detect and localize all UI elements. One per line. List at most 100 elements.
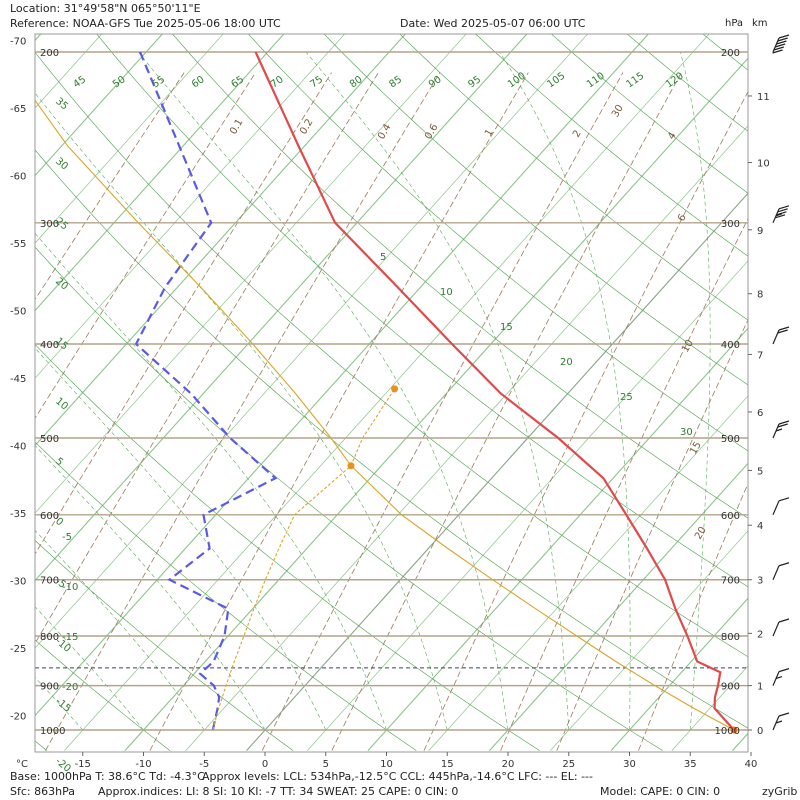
km-tick-label: 4 <box>757 521 763 532</box>
dry-adiabat-line <box>323 34 748 386</box>
isotherm-label: 90 <box>427 74 444 90</box>
left-temp-label: -30 <box>10 577 26 588</box>
mixing-ratio-line <box>261 72 624 751</box>
left-temp-label: -65 <box>10 104 26 115</box>
isotherm-line <box>307 260 748 751</box>
left-temp-label: -40 <box>10 442 26 453</box>
km-tick-label: 8 <box>757 290 763 301</box>
wind-barb <box>772 562 790 580</box>
wind-barb <box>772 618 790 637</box>
moist-adiabat-line <box>35 347 327 731</box>
pressure-label-left: 300 <box>40 219 59 230</box>
isotherm-line <box>35 34 224 244</box>
isotherm-line <box>246 192 748 751</box>
mixing-ratio-line <box>500 217 748 751</box>
pressure-label-right: 900 <box>721 682 740 693</box>
mixing-ratio-line <box>638 482 748 751</box>
hpa-unit-label: hPa <box>725 18 744 29</box>
isotherm-line <box>35 34 285 312</box>
pressure-label-left: 200 <box>40 48 59 59</box>
isotherm-label: 55 <box>150 74 167 90</box>
dry-adiabat-line <box>626 34 748 132</box>
moist-adiabat-line <box>0 52 22 730</box>
moist-adiabat-line <box>35 676 84 731</box>
wind-barb-flag <box>778 618 790 623</box>
isotherm-line <box>428 395 748 751</box>
dry-adiabat-line <box>35 639 171 751</box>
pressure-label-right: 500 <box>721 434 740 445</box>
moist-adiabat-label: 25 <box>620 392 633 403</box>
km-unit-label: km <box>752 18 768 29</box>
x-tick-label: 40 <box>745 759 758 770</box>
mixing-ratio-label: 0.2 <box>298 117 315 136</box>
wind-barb-flag <box>778 668 790 673</box>
pressure-label-right: 700 <box>721 576 740 587</box>
dry-adiabat-line <box>35 246 663 751</box>
wind-barb-flag <box>778 326 790 331</box>
isotherm-label: 65 <box>229 74 246 90</box>
isotherm-line <box>793 8 800 751</box>
pressure-label-left: 1000 <box>40 726 65 737</box>
left-temp-label: -45 <box>10 374 26 385</box>
mixing-ratio-line <box>45 72 441 751</box>
mixing-ratio-label: 0.1 <box>228 117 245 136</box>
wind-barb-flag <box>777 208 788 213</box>
pressure-label-right: 800 <box>721 632 740 643</box>
km-tick-label: 10 <box>757 159 770 170</box>
mixing-ratio-label: 20 <box>693 525 709 542</box>
isotherm-line <box>124 57 748 751</box>
km-tick-label: 1 <box>757 682 763 693</box>
isotherm-label: 120 <box>664 70 686 90</box>
mixing-ratio-label: 1 <box>483 127 496 138</box>
wind-barb-staff <box>772 500 780 516</box>
dry-adiabat-line <box>96 34 748 588</box>
moist-adiabat-label: -15 <box>62 632 78 643</box>
isotherm-label: 105 <box>545 70 567 90</box>
pressure-label-right: 600 <box>721 511 740 522</box>
mixing-ratio-line <box>35 72 256 420</box>
x-axis-label: °C <box>16 759 28 770</box>
wind-barb <box>772 205 790 224</box>
dry-adiabat-line <box>35 51 748 658</box>
km-tick-label: 6 <box>757 408 763 419</box>
x-tick-label: 25 <box>562 759 575 770</box>
parcel-ccl--line <box>212 388 396 731</box>
dry-adiabat-line <box>35 149 748 729</box>
wind-barb-flag <box>772 49 783 54</box>
moist-adiabat-line <box>499 51 631 730</box>
dry-adiabat-label: 30 <box>53 156 70 173</box>
plot-area <box>0 8 800 751</box>
wind-barb-flag <box>778 562 790 567</box>
surface-info: Sfc: 863hPa <box>10 785 75 798</box>
moist-adiabat-line <box>305 51 570 731</box>
pressure-label-right: 1000 <box>715 726 740 737</box>
wind-barb-staff <box>772 621 780 637</box>
isotherm-label: 75 <box>308 74 325 90</box>
moist-adiabat-label: 5 <box>380 252 386 263</box>
wind-barb-half-flag <box>775 428 783 432</box>
moist-adiabat-line <box>35 92 448 731</box>
plot-frame <box>34 33 749 753</box>
levels-info: Approx levels: LCL: 534hPa,-12.5°C CCL: … <box>202 770 593 783</box>
x-tick-label: -15 <box>75 759 91 770</box>
wind-barb-flag <box>778 34 790 39</box>
wind-barb-flag <box>773 46 784 51</box>
isotherm-line <box>610 597 748 751</box>
pressure-label-right: 300 <box>721 219 740 230</box>
x-tick-label: 35 <box>684 759 697 770</box>
wind-barb-half-flag <box>775 213 783 217</box>
mixing-ratio-line <box>331 72 682 751</box>
wind-barb-flag <box>778 420 790 425</box>
left-temp-label: -70 <box>10 37 26 48</box>
isotherm-label: 100 <box>506 70 528 90</box>
moist-adiabat-label: -5 <box>62 532 72 543</box>
moist-adiabat-line <box>35 606 144 731</box>
left-temp-label: -50 <box>10 307 26 318</box>
dry-adiabat-label: 35 <box>53 96 70 113</box>
reference-label: Reference: NOAA-GFS Tue 2025-05-06 18:00… <box>10 17 281 30</box>
left-temp-label: -55 <box>10 239 26 250</box>
wind-barb-staff <box>772 565 780 580</box>
mixing-ratio-label: 10 <box>680 338 696 355</box>
isotherm-label: 45 <box>71 74 88 90</box>
